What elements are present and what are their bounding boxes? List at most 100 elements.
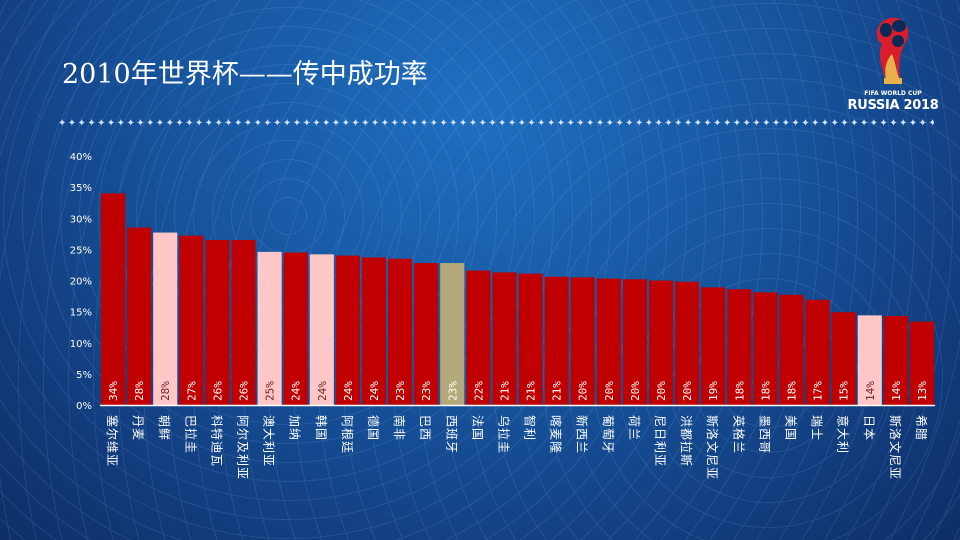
category-label: 尼日利亚	[653, 415, 667, 467]
category-label: 新西兰	[575, 415, 590, 454]
category-label: 法国	[470, 415, 484, 441]
y-tick-label: 35%	[70, 183, 92, 194]
data-label: 23%	[420, 381, 433, 401]
category-label: 塞尔维亚	[105, 415, 120, 467]
decorative-divider: ✦✦✦✦✦✦✦✦✦✦✦✦✦✦✦✦✦✦✦✦✦✦✦✦✦✦✦✦✦✦✦✦✦✦✦✦✦✦✦✦…	[58, 118, 934, 129]
data-label: 23%	[394, 381, 407, 401]
bar	[466, 270, 491, 405]
data-label: 20%	[603, 381, 616, 401]
category-label: 巴拉圭	[183, 415, 198, 454]
data-label: 24%	[290, 381, 303, 401]
y-tick-label: 30%	[70, 214, 92, 225]
bar	[179, 235, 204, 405]
bar	[283, 252, 308, 405]
bar	[909, 321, 934, 405]
data-label: 18%	[785, 381, 798, 401]
category-label: 英格兰	[731, 415, 746, 454]
bar	[857, 315, 882, 405]
bar	[127, 227, 152, 405]
logo-line-1: FIFA WORLD CUP	[864, 90, 922, 97]
trophy-icon	[876, 17, 909, 84]
bar	[805, 299, 830, 405]
data-label: 19%	[707, 381, 720, 401]
data-label: 18%	[759, 381, 772, 401]
data-label: 24%	[316, 381, 329, 401]
bar	[492, 272, 517, 405]
data-label: 20%	[681, 381, 694, 401]
category-label: 斯洛文尼亚	[888, 415, 903, 480]
data-label: 21%	[498, 381, 511, 401]
bar	[101, 193, 126, 405]
bar	[231, 240, 256, 405]
category-label: 加纳	[288, 415, 302, 441]
data-label: 14%	[890, 381, 903, 401]
bar	[701, 287, 726, 405]
category-label: 南非	[392, 415, 407, 441]
data-label: 15%	[838, 381, 851, 401]
category-label: 喀麦隆	[549, 415, 564, 454]
data-label: 14%	[864, 381, 877, 401]
data-label: 28%	[159, 381, 172, 401]
y-tick-label: 10%	[70, 339, 92, 350]
bar	[335, 255, 360, 405]
world-cup-logo: FIFA WORLD CUP RUSSIA 2018	[846, 14, 940, 114]
category-label: 乌拉圭	[496, 415, 511, 454]
category-label: 朝鲜	[157, 415, 171, 441]
data-label: 24%	[342, 381, 355, 401]
category-label: 瑞士	[810, 415, 824, 441]
category-label: 日本	[862, 415, 876, 441]
bar	[544, 276, 569, 405]
data-label: 13%	[916, 381, 929, 401]
bar	[361, 257, 387, 405]
bar	[648, 280, 674, 405]
category-label: 阿尔及利亚	[236, 415, 251, 480]
bar	[440, 263, 465, 405]
bar	[257, 251, 282, 405]
y-tick-label: 5%	[76, 370, 92, 381]
category-label: 阿根廷	[340, 415, 354, 454]
bar	[779, 294, 804, 405]
y-tick-label: 40%	[70, 152, 92, 163]
category-label: 意大利	[836, 415, 851, 454]
data-label: 20%	[655, 381, 668, 401]
bar	[414, 263, 439, 405]
bar	[753, 292, 778, 405]
bar	[596, 278, 621, 405]
bar	[153, 232, 178, 405]
y-tick-label: 15%	[70, 308, 92, 319]
data-label: 20%	[629, 381, 642, 401]
category-label: 洪都拉斯	[679, 415, 694, 467]
category-label: 科特迪瓦	[209, 415, 224, 467]
y-tick-label: 25%	[70, 245, 92, 256]
data-label: 21%	[551, 381, 564, 401]
page-title: 2010年世界杯——传中成功率	[62, 59, 428, 90]
category-label: 巴西	[418, 415, 432, 441]
data-label: 24%	[368, 381, 381, 401]
category-label: 墨西哥	[757, 415, 771, 454]
data-label: 18%	[733, 381, 746, 401]
category-label: 希腊	[914, 415, 929, 441]
category-label: 斯洛文尼亚	[705, 415, 720, 480]
category-label: 葡萄牙	[601, 415, 615, 454]
bar	[622, 279, 647, 405]
logo-line-2: RUSSIA 2018	[847, 98, 939, 113]
category-label: 西班牙	[444, 415, 458, 454]
bar	[727, 289, 752, 405]
bar	[831, 312, 856, 405]
data-label: 26%	[238, 381, 251, 401]
bar	[309, 254, 334, 405]
data-label: 28%	[133, 381, 146, 401]
data-label: 22%	[472, 381, 485, 401]
bar	[388, 258, 413, 405]
data-label: 21%	[525, 381, 538, 401]
bar	[570, 277, 595, 405]
data-label: 17%	[812, 381, 825, 401]
category-label: 韩国	[314, 415, 329, 441]
data-label: 25%	[264, 381, 277, 401]
bar	[205, 240, 230, 405]
category-label: 荷兰	[627, 415, 641, 441]
bar	[883, 315, 908, 405]
data-label: 27%	[185, 381, 198, 401]
category-label: 德国	[366, 415, 381, 441]
